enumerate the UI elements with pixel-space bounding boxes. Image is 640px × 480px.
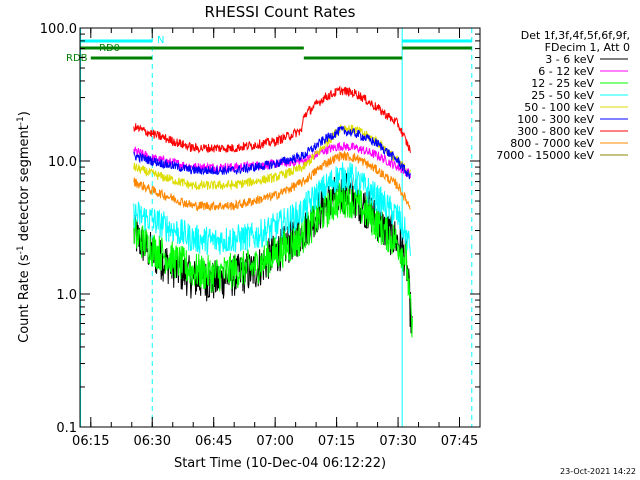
y-axis-label-end: )	[17, 111, 32, 116]
y-tick-label: 1.0	[56, 288, 77, 303]
flag-label-n: N	[157, 35, 164, 46]
legend-entry-label: 7000 - 15000 keV	[496, 149, 594, 162]
plot-area: N RD0 RDB	[66, 28, 473, 427]
legend-entry-label: 3 - 6 keV	[545, 53, 594, 66]
x-tick-label: 06:45	[195, 434, 232, 449]
series-line-7	[133, 150, 411, 212]
y-axis-label-main: Count Rate (s	[17, 254, 32, 343]
y-axis-label: Count Rate (s-1 detector segment-1)	[16, 111, 32, 343]
legend-header-decim: FDecim 1, Att 0	[545, 41, 630, 54]
series-line-1	[133, 141, 411, 178]
legend-entry-label: 800 - 7000 keV	[510, 137, 594, 150]
series-line-3	[133, 162, 411, 256]
legend: Det 1f,3f,4f,5f,6f,9f, FDecim 1, Att 0 3…	[496, 29, 630, 162]
legend-entry-label: 25 - 50 keV	[531, 89, 594, 102]
plot-frame	[79, 27, 481, 428]
y-axis-label-sup2: -1	[16, 116, 26, 125]
x-axis-label: Start Time (10-Dec-04 06:12:22)	[174, 456, 386, 471]
y-axis-label-sup1: -1	[16, 245, 26, 254]
y-tick-label: 0.1	[56, 421, 77, 436]
legend-entry-label: 100 - 300 keV	[517, 113, 594, 126]
series-line-6	[133, 85, 411, 154]
legend-entry-label: 300 - 800 keV	[517, 125, 594, 138]
footer-date: 23-Oct-2021 14:22	[560, 467, 636, 476]
legend-entry-label: 50 - 100 keV	[524, 101, 594, 114]
series-line-2	[133, 182, 413, 338]
y-axis-label-mid: detector segment	[17, 125, 32, 245]
y-tick-label: 10.0	[48, 155, 77, 170]
flag-label-rd0: RD0	[99, 43, 120, 54]
y-axis: 0.1 1.0 10.0 100.0	[40, 22, 480, 436]
legend-entry-label: 12 - 25 keV	[531, 77, 594, 90]
flag-label-rdb: RDB	[66, 53, 88, 64]
x-tick-label: 07:15	[318, 434, 355, 449]
legend-header-detectors: Det 1f,3f,4f,5f,6f,9f,	[521, 29, 630, 42]
x-axis: 06:15 06:30 06:45 07:00 07:15 07:30 07:45	[72, 28, 481, 449]
x-tick-label: 07:30	[379, 434, 416, 449]
series-line-5	[133, 126, 411, 180]
y-tick-label: 100.0	[40, 22, 77, 37]
x-tick-label: 07:45	[441, 434, 478, 449]
x-tick-label: 07:00	[256, 434, 293, 449]
x-tick-label: 06:15	[72, 434, 109, 449]
x-tick-label: 06:30	[134, 434, 171, 449]
legend-entry-label: 6 - 12 keV	[538, 65, 594, 78]
chart-title: RHESSI Count Rates	[205, 3, 356, 21]
